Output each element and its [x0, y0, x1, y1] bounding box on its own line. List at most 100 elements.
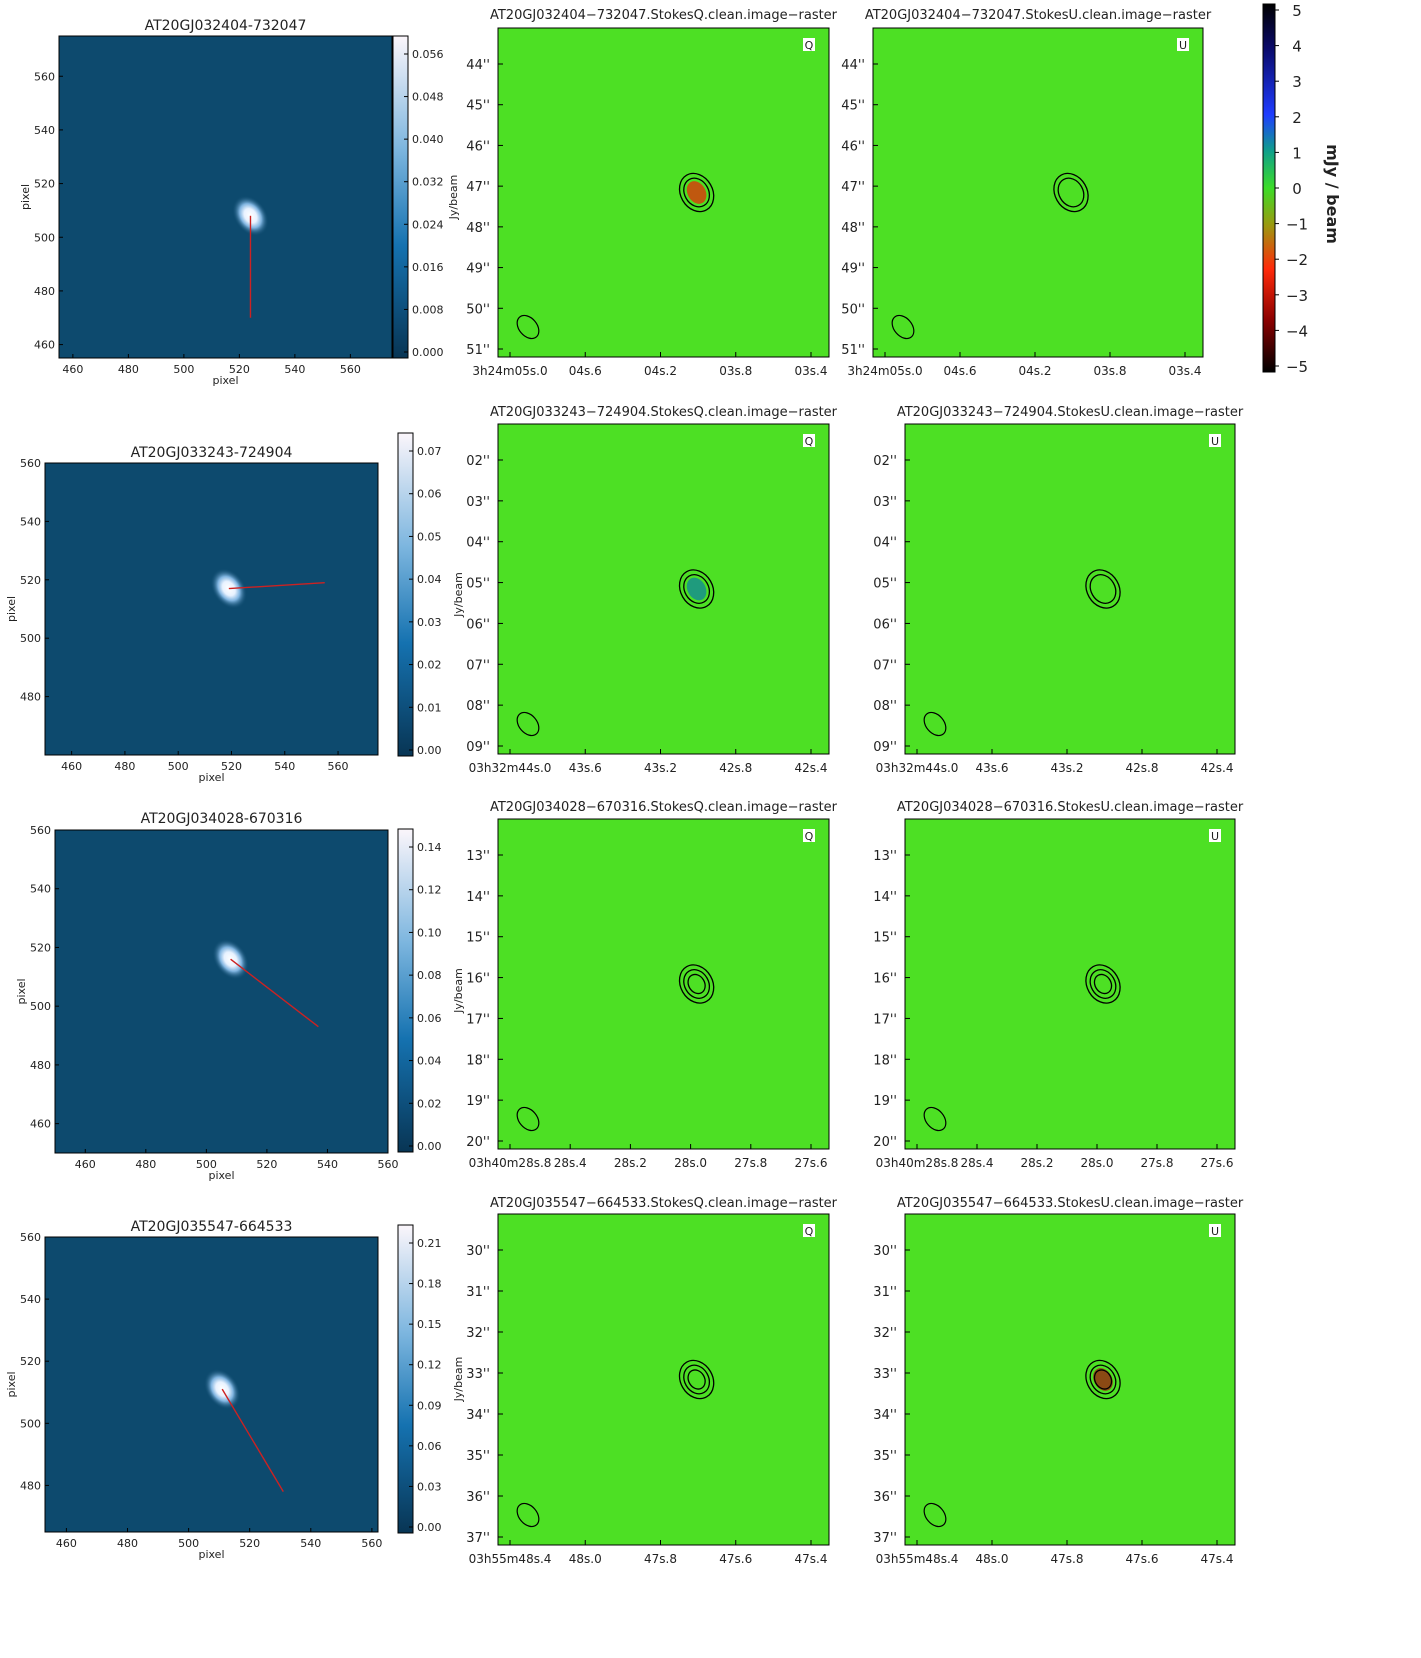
ra-tick-label: 28s.0 [674, 1156, 707, 1170]
y-tick-label: 520 [30, 941, 51, 954]
x-tick-label: 540 [317, 1158, 338, 1171]
dec-tick-label: 48'' [466, 221, 490, 236]
y-axis-label: pixel [15, 978, 28, 1004]
stokes-cbar-tick-label: 1 [1292, 144, 1302, 162]
y-tick-label: 500 [20, 1417, 41, 1430]
source-core [686, 181, 707, 204]
cbar-tick-label: 0.00 [417, 1521, 442, 1534]
cbar-tick-label: 0.03 [417, 1480, 442, 1493]
cbar-label: Jy/beam [452, 572, 465, 618]
cbar-tick-label: 0.21 [417, 1237, 442, 1250]
y-tick-label: 500 [20, 632, 41, 645]
dec-tick-label: 19'' [873, 1094, 897, 1109]
ra-tick-label: 43s.6 [976, 761, 1009, 775]
stokes-title: AT20GJ034028−670316.StokesU.clean.image−… [897, 800, 1244, 815]
dec-tick-label: 49'' [841, 262, 865, 277]
ra-tick-label: 47s.4 [1201, 1552, 1234, 1566]
stokes-cbar-tick-label: 2 [1292, 109, 1302, 127]
x-tick-label: 480 [117, 1537, 138, 1550]
map-title: AT20GJ032404-732047 [145, 18, 307, 34]
x-tick-label: 500 [173, 363, 194, 376]
stokes-background [904, 818, 1236, 1150]
dec-tick-label: 31'' [873, 1285, 897, 1300]
stokes-q-panel: AT20GJ035547−664533.StokesQ.clean.image−… [466, 1196, 837, 1566]
ra-tick-label: 27s.8 [734, 1156, 767, 1170]
x-tick-label: 480 [135, 1158, 156, 1171]
cbar-tick-label: 0.06 [417, 1012, 442, 1025]
cbar-tick-label: 0.016 [412, 261, 444, 274]
contour [1089, 1364, 1117, 1395]
y-tick-label: 500 [30, 1000, 51, 1013]
stokes-title: AT20GJ035547−664533.StokesQ.clean.image−… [490, 1196, 838, 1211]
ra-tick-label: 28s.2 [614, 1156, 647, 1170]
dec-tick-label: 31'' [466, 1285, 490, 1300]
dec-tick-label: 17'' [466, 1012, 490, 1027]
contour [687, 1369, 706, 1390]
dec-tick-label: 09'' [466, 740, 490, 755]
beam-ellipse [516, 314, 540, 340]
stokes-cbar-tick-label: 3 [1292, 73, 1302, 91]
dec-tick-label: 13'' [873, 849, 897, 864]
cbar-tick-label: 0.06 [417, 1440, 442, 1453]
dec-tick-label: 44'' [841, 58, 865, 73]
dec-tick-label: 02'' [466, 454, 490, 469]
dec-tick-label: 06'' [873, 617, 897, 632]
y-tick-label: 520 [34, 178, 55, 191]
x-tick-label: 560 [378, 1158, 399, 1171]
contour [1085, 569, 1121, 609]
contour [1053, 172, 1089, 213]
dec-tick-label: 04'' [873, 536, 897, 551]
cbar-tick-label: 0.05 [417, 530, 442, 543]
stokes-title: AT20GJ032404−732047.StokesQ.clean.image−… [490, 8, 838, 23]
stokes-u-panel: AT20GJ035547−664533.StokesU.clean.image−… [873, 1196, 1244, 1566]
contour [1085, 1359, 1121, 1400]
stokes-badge [1209, 434, 1221, 447]
cbar-tick-label: 0.000 [412, 346, 444, 359]
stokes-cbar-tick-label: 5 [1292, 2, 1302, 20]
ra-tick-label: 47s.6 [1126, 1552, 1159, 1566]
dec-tick-label: 51'' [466, 343, 490, 358]
y-tick-label: 520 [20, 574, 41, 587]
x-axis-label: pixel [198, 1548, 224, 1561]
y-tick-label: 540 [34, 124, 55, 137]
dec-tick-label: 34'' [466, 1408, 490, 1423]
ra-tick-label: 03h55m48s.4 [876, 1552, 959, 1566]
stokes-badge [803, 434, 815, 447]
stokes-badge-label: U [1211, 830, 1219, 843]
dec-tick-label: 32'' [873, 1326, 897, 1341]
stokes-badge [1209, 829, 1221, 842]
x-tick-label: 520 [239, 1537, 260, 1550]
intensity-map: AT20GJ032404-732047 460 480 500 520 540 560 560… [19, 18, 460, 387]
cbar-tick-label: 0.040 [412, 133, 444, 146]
stokes-badge-label: Q [805, 39, 814, 52]
map-title: AT20GJ033243-724904 [131, 445, 293, 461]
dec-tick-label: 19'' [466, 1094, 490, 1109]
dec-tick-label: 07'' [873, 658, 897, 673]
y-tick-label: 560 [30, 824, 51, 837]
stokes-q-panel: AT20GJ033243−724904.StokesQ.clean.image−… [466, 405, 837, 775]
ra-tick-label: 43s.2 [644, 761, 677, 775]
cbar-tick-label: 0.18 [417, 1278, 442, 1291]
dec-tick-label: 05'' [466, 577, 490, 592]
cbar-label: Jy/beam [447, 175, 460, 221]
cbar-tick-label: 0.12 [417, 884, 442, 897]
stokes-cbar-tick-label: −3 [1286, 287, 1308, 305]
dec-tick-label: 36'' [873, 1490, 897, 1505]
x-tick-label: 540 [300, 1537, 321, 1550]
stokes-badge-label: Q [805, 1225, 814, 1238]
ra-tick-label: 47s.8 [1051, 1552, 1084, 1566]
dec-tick-label: 18'' [466, 1053, 490, 1068]
intensity-map: AT20GJ034028-670316 460 480 500 520 540 560 560… [15, 811, 465, 1182]
dec-tick-label: 09'' [873, 740, 897, 755]
dec-tick-label: 36'' [466, 1490, 490, 1505]
x-tick-label: 500 [168, 760, 189, 773]
stokes-cbar-tick-label: −5 [1286, 358, 1308, 376]
stokes-title: AT20GJ035547−664533.StokesU.clean.image−… [897, 1196, 1244, 1211]
row-3: AT20GJ034028-670316 460 480 500 520 540 560 560… [15, 800, 1244, 1182]
cbar-tick-label: 0.032 [412, 176, 444, 189]
beam-ellipse [891, 314, 915, 340]
x-tick-label: 480 [118, 363, 139, 376]
dec-tick-label: 14'' [466, 890, 490, 905]
dec-tick-label: 45'' [841, 99, 865, 114]
